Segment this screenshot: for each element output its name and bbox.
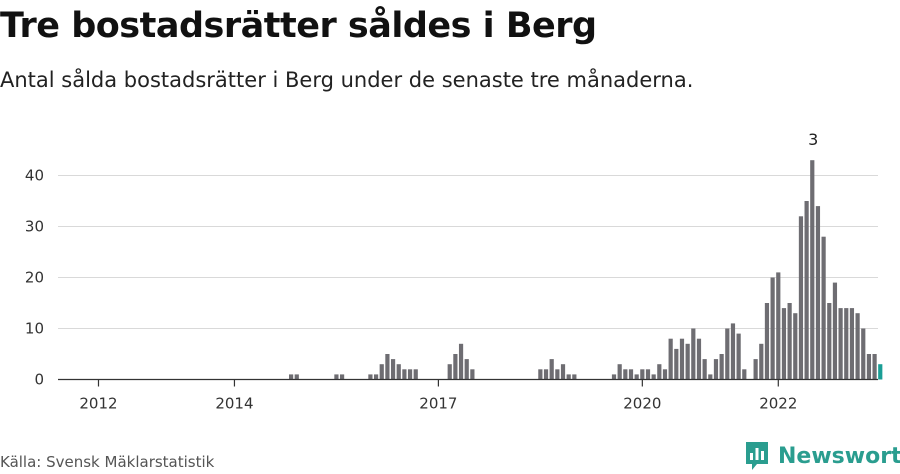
- newsworthy-logo-icon: [746, 442, 768, 470]
- bar: [617, 364, 622, 380]
- bar: [396, 364, 401, 380]
- bar: [708, 374, 713, 380]
- bar: [611, 374, 617, 380]
- bar: [668, 338, 673, 380]
- bar: [764, 303, 770, 380]
- bar: [555, 369, 560, 380]
- data-label: 3: [808, 130, 818, 149]
- bar: [730, 323, 736, 380]
- bar: [770, 277, 775, 380]
- bar: [821, 236, 826, 380]
- bar: [776, 272, 781, 380]
- bar: [725, 328, 730, 380]
- bar: [861, 328, 866, 380]
- bar: [402, 369, 407, 380]
- bar: [651, 374, 656, 380]
- bar-highlight: [878, 364, 883, 380]
- bar: [390, 359, 396, 380]
- bar: [572, 374, 577, 380]
- y-tick-label: 0: [34, 371, 44, 389]
- x-tick-label: 2022: [759, 395, 797, 413]
- data-labels: 3: [808, 130, 818, 149]
- bar: [844, 308, 849, 380]
- bar: [470, 369, 475, 380]
- source-note: Källa: Svensk Mäklarstatistik: [0, 453, 215, 471]
- bar: [719, 354, 724, 380]
- bar: [696, 338, 702, 380]
- bar: [662, 369, 668, 380]
- bar: [623, 369, 628, 380]
- bar: [810, 160, 815, 380]
- bar: [289, 374, 294, 380]
- bar: [407, 369, 413, 380]
- chart-subtitle: Antal sålda bostadsrätter i Berg under d…: [0, 68, 694, 92]
- bar: [560, 364, 566, 380]
- bar: [679, 338, 685, 380]
- bar: [294, 374, 299, 380]
- bar: [855, 313, 860, 380]
- bar: [804, 201, 809, 380]
- y-tick-label: 30: [25, 218, 44, 236]
- bar: [373, 374, 379, 380]
- bar: [838, 308, 843, 380]
- bar: [872, 354, 877, 380]
- y-axis-labels: 0 10 20 30 40: [25, 167, 44, 389]
- y-gridlines: [58, 175, 878, 329]
- bar: [866, 354, 872, 380]
- bar: [657, 364, 662, 380]
- y-tick-label: 10: [25, 320, 44, 338]
- bar: [543, 369, 549, 380]
- bar: [691, 328, 696, 380]
- bar: [832, 282, 838, 380]
- bar: [781, 308, 787, 380]
- bar: [566, 374, 571, 380]
- y-tick-label: 20: [25, 269, 44, 287]
- bar: [713, 359, 719, 380]
- bar: [447, 364, 452, 380]
- bar: [798, 216, 804, 380]
- bar: [685, 343, 690, 380]
- x-tick-label: 2017: [419, 395, 457, 413]
- bar: [736, 333, 741, 380]
- brand-name: Newsworthy: [778, 443, 900, 469]
- bar: [464, 359, 469, 380]
- bar: [702, 359, 707, 380]
- bar: [339, 374, 345, 380]
- x-tick-label: 2012: [79, 395, 117, 413]
- bar: [815, 206, 821, 380]
- bar: [453, 354, 458, 380]
- bar: [827, 303, 832, 380]
- bar: [334, 374, 339, 380]
- bar: [742, 369, 747, 380]
- brand[interactable]: Newsworthy: [744, 439, 900, 473]
- bar: [640, 369, 645, 380]
- bar: [849, 308, 855, 380]
- y-tick-label: 40: [25, 167, 44, 185]
- bar: [759, 343, 764, 380]
- bar: [753, 359, 758, 380]
- bar: [413, 369, 418, 380]
- bar: [645, 369, 651, 380]
- bar: [368, 374, 373, 380]
- bar: [787, 303, 792, 380]
- bar: [634, 374, 639, 380]
- x-tick-label: 2020: [623, 395, 661, 413]
- bar: [674, 348, 679, 380]
- bar: [458, 343, 464, 380]
- bar: [549, 359, 554, 380]
- bar: [538, 369, 543, 380]
- bar: [385, 354, 390, 380]
- bars: [289, 160, 883, 380]
- x-tick-label: 2014: [215, 395, 253, 413]
- bar-chart: 2012 2014 2017 2020 2022 0 10 20 30 40 3: [25, 130, 883, 413]
- bar: [379, 364, 384, 380]
- bar: [628, 369, 634, 380]
- x-axis: 2012 2014 2017 2020 2022: [58, 378, 878, 413]
- chart-title: Tre bostadsrätter såldes i Berg: [0, 6, 597, 46]
- bar: [793, 313, 798, 380]
